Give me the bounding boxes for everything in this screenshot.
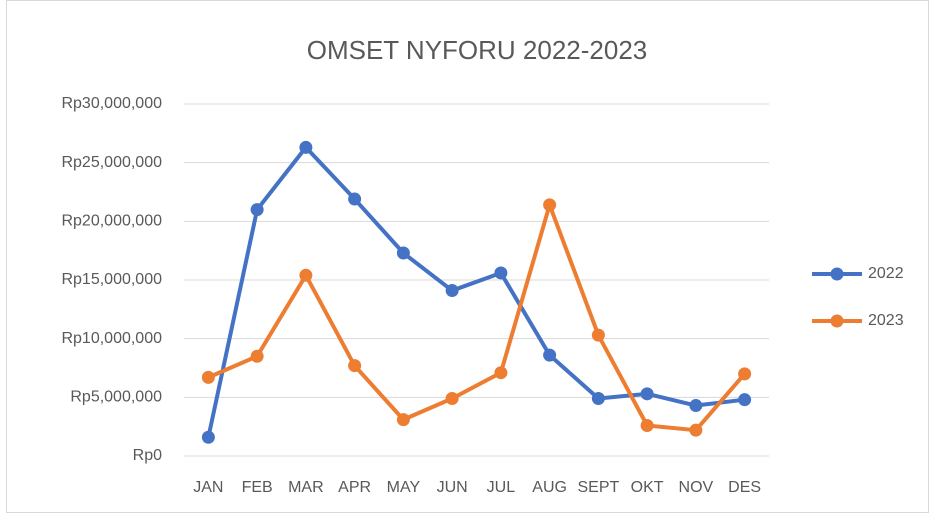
x-tick-label: MAR [288, 479, 324, 496]
chart-border [6, 0, 929, 513]
data-point [543, 198, 557, 212]
x-tick-label: AUG [532, 479, 567, 496]
legend-label: 2023 [868, 312, 904, 329]
data-point [738, 393, 752, 407]
data-point [299, 140, 313, 154]
x-tick-label: NOV [679, 479, 714, 496]
chart-title: OMSET NYFORU 2022-2023 [307, 35, 648, 65]
data-point [396, 413, 410, 427]
x-tick-label: SEPT [577, 479, 619, 496]
legend-label: 2022 [868, 265, 904, 282]
data-point [445, 284, 459, 298]
legend-marker [830, 314, 844, 328]
data-point [250, 349, 264, 363]
data-point [396, 246, 410, 260]
x-tick-label: APR [338, 479, 371, 496]
data-point [250, 203, 264, 217]
data-point [348, 192, 362, 206]
y-tick-label: Rp25,000,000 [61, 154, 162, 171]
data-point [738, 367, 752, 381]
x-tick-label: DES [728, 479, 761, 496]
x-tick-label: JAN [193, 479, 223, 496]
series-line [206, 145, 745, 438]
y-tick-label: Rp10,000,000 [61, 330, 162, 347]
data-point [543, 348, 557, 362]
data-point [591, 328, 605, 342]
data-point [201, 430, 215, 444]
data-point [640, 418, 654, 432]
x-tick-label: FEB [242, 479, 273, 496]
x-tick-label: JUN [437, 479, 468, 496]
data-point [640, 387, 654, 401]
series-line [207, 202, 747, 433]
data-point [445, 392, 459, 406]
data-point [689, 399, 703, 413]
data-point [201, 370, 215, 384]
y-tick-label: Rp30,000,000 [61, 95, 162, 112]
legend-marker [830, 267, 844, 281]
x-tick-label: OKT [631, 479, 664, 496]
y-tick-label: Rp5,000,000 [70, 389, 162, 406]
x-tick-label: JUL [487, 479, 516, 496]
data-point [494, 266, 508, 280]
data-point [348, 359, 362, 373]
data-point [494, 366, 508, 380]
data-point [299, 268, 313, 282]
y-tick-label: Rp20,000,000 [61, 213, 162, 230]
y-tick-label: Rp0 [133, 447, 162, 464]
x-tick-label: MAY [387, 479, 421, 496]
data-point [591, 392, 605, 406]
data-point [689, 423, 703, 437]
y-tick-label: Rp15,000,000 [61, 271, 162, 288]
